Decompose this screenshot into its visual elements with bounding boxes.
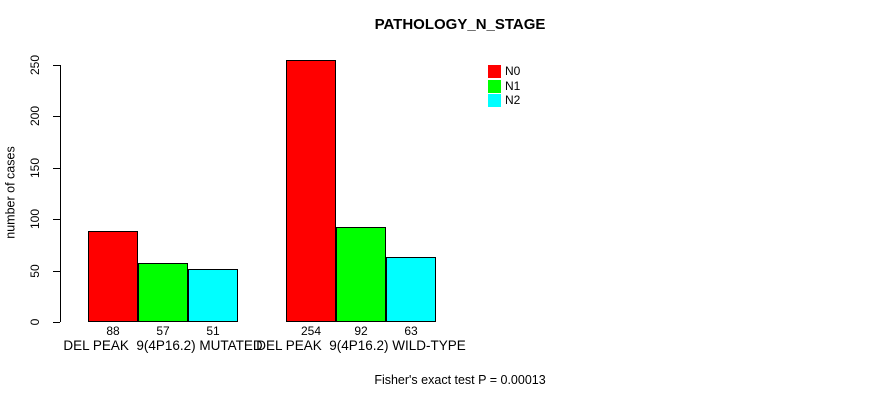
legend-label: N0 <box>505 64 521 78</box>
x-group-label: DEL PEAK 9(4P16.2) MUTATED <box>63 338 263 353</box>
bar-value-label: 92 <box>354 324 368 338</box>
bar <box>286 60 336 322</box>
bar-value-label: 254 <box>300 324 322 338</box>
y-tick-label: 100 <box>28 208 42 230</box>
y-axis-title: number of cases <box>3 146 18 239</box>
y-tick-label: 150 <box>28 157 42 178</box>
y-tick-label: 200 <box>28 105 42 127</box>
y-tick-label: 250 <box>28 54 42 75</box>
legend-swatch <box>488 65 501 78</box>
bar <box>188 269 238 322</box>
y-tick <box>53 270 60 272</box>
bar <box>88 231 138 322</box>
bar-value-label: 51 <box>206 324 220 338</box>
y-tick <box>53 322 60 323</box>
y-tick-label: 50 <box>28 263 42 278</box>
legend-label: N1 <box>505 78 521 93</box>
legend-swatch <box>488 94 501 107</box>
chart-title: PATHOLOGY_N_STAGE <box>374 16 546 33</box>
legend-row: N2 <box>488 94 520 107</box>
legend-swatch <box>488 79 501 93</box>
y-tick <box>53 64 60 66</box>
y-tick <box>53 219 60 220</box>
bar <box>386 257 436 322</box>
legend-label: N2 <box>505 93 521 107</box>
legend-row: N1 <box>488 78 521 93</box>
legend-row: N0 <box>488 65 520 78</box>
y-axis-line <box>60 64 61 322</box>
bar <box>336 227 386 322</box>
x-group-label: DEL PEAK 9(4P16.2) WILD-TYPE <box>256 338 466 353</box>
bar-value-label: 63 <box>404 324 418 338</box>
legend: N0 N1 N2 <box>488 65 520 109</box>
y-tick <box>53 116 60 117</box>
bar-value-label: 88 <box>106 324 120 338</box>
y-tick-label: 0 <box>28 318 42 326</box>
y-tick <box>53 167 60 169</box>
footnote: Fisher's exact test P = 0.00013 <box>374 373 546 387</box>
bar-value-label: 57 <box>156 324 170 338</box>
bar <box>138 263 188 322</box>
